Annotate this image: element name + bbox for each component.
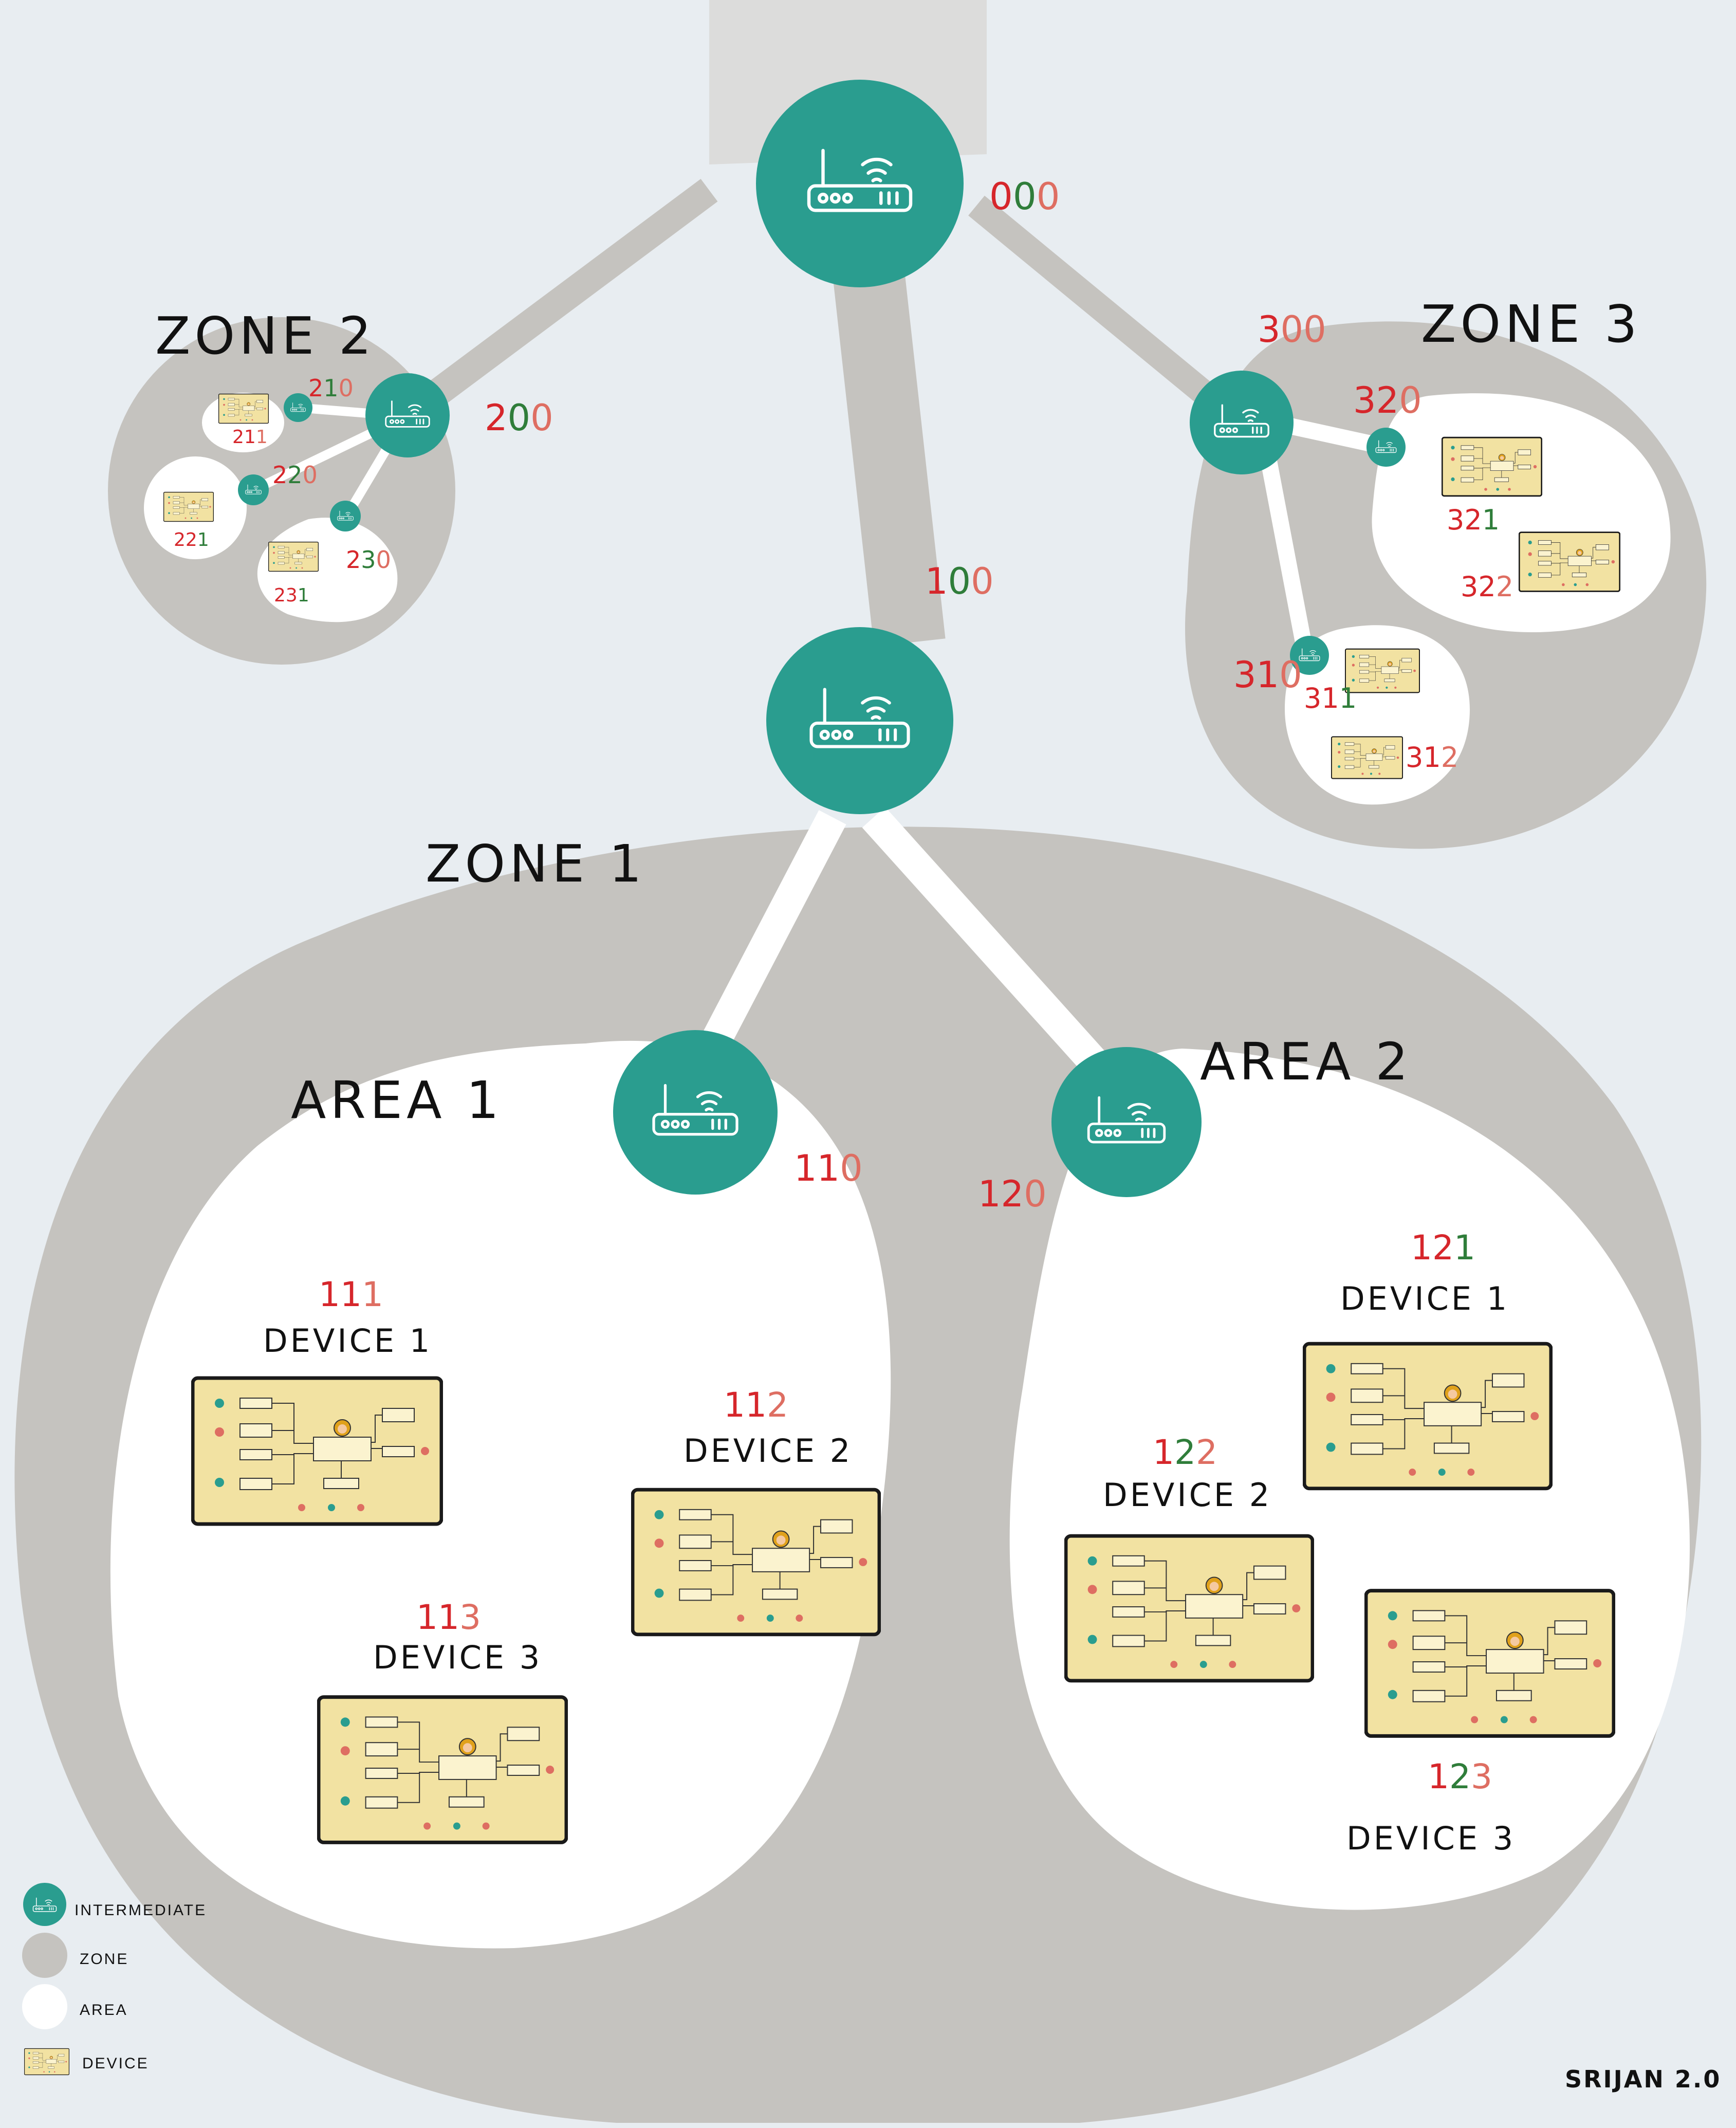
device-card-312[interactable] (1331, 736, 1403, 779)
device-label-111: DEVICE 1 (263, 1322, 433, 1360)
device-card-322[interactable] (1519, 531, 1620, 593)
code-230: 230 (346, 546, 391, 574)
legend-swatch-zone (22, 1933, 67, 1978)
zone1-label: ZONE 1 (426, 834, 646, 894)
legend-label-area: AREA (80, 2002, 128, 2019)
legend-swatch-intermediate (23, 1883, 66, 1926)
code-121: 121 (1411, 1228, 1475, 1268)
code-zone3-link: 300 (1258, 308, 1326, 351)
router-zone2-area-210[interactable] (284, 393, 312, 422)
code-112: 112 (724, 1385, 788, 1425)
device-card-111[interactable] (193, 1378, 441, 1524)
device-label-112: DEVICE 2 (684, 1432, 853, 1470)
code-311: 311 (1304, 682, 1357, 714)
router-zone1[interactable] (766, 627, 953, 814)
router-zone2-area-220[interactable] (238, 474, 269, 505)
device-card-122[interactable] (1066, 1536, 1313, 1681)
code-231: 231 (274, 585, 309, 606)
device-card-321[interactable] (1442, 436, 1542, 497)
device-label-113: DEVICE 3 (373, 1639, 543, 1676)
router-root[interactable] (756, 80, 964, 287)
area1-label: AREA 1 (291, 1070, 503, 1130)
code-113: 113 (416, 1598, 481, 1637)
zone3-label: ZONE 3 (1421, 294, 1641, 354)
router-zone3[interactable] (1190, 371, 1294, 474)
router-zone2[interactable] (365, 373, 450, 457)
code-zone2-link: 200 (485, 397, 553, 439)
code-322: 322 (1461, 571, 1514, 603)
code-310: 310 (1233, 654, 1302, 696)
code-320: 320 (1353, 379, 1422, 421)
code-root: 000 (989, 175, 1060, 218)
device-card-123[interactable] (1366, 1591, 1614, 1736)
router-zone3-area-310[interactable] (1290, 636, 1329, 675)
code-111: 111 (319, 1275, 383, 1314)
device-card-112[interactable] (633, 1490, 879, 1635)
legend-label-device: DEVICE (82, 2055, 149, 2072)
code-zone1-link: 100 (925, 560, 994, 602)
device-card-211[interactable] (218, 393, 269, 424)
area1-blob (110, 1040, 891, 1949)
device-card-221[interactable] (163, 491, 214, 522)
router-zone3-area-320[interactable] (1366, 428, 1406, 467)
code-area2: 120 (978, 1173, 1047, 1215)
legend-label-intermediate: INTERMEDIATE (75, 1902, 207, 1919)
code-312: 312 (1406, 741, 1459, 774)
legend-swatch-device (24, 2048, 69, 2076)
code-123: 123 (1428, 1757, 1492, 1796)
code-321: 321 (1447, 504, 1500, 536)
router-area1[interactable] (613, 1030, 778, 1195)
router-area2[interactable] (1051, 1047, 1202, 1197)
device-card-113[interactable] (319, 1697, 566, 1843)
router-zone2-area-230[interactable] (330, 501, 361, 531)
area2-label: AREA 2 (1200, 1032, 1412, 1092)
device-label-121: DEVICE 1 (1340, 1280, 1510, 1317)
code-220: 220 (272, 461, 318, 489)
device-label-123: DEVICE 3 (1346, 1820, 1516, 1857)
device-label-122: DEVICE 2 (1103, 1476, 1272, 1514)
legend-label-zone: ZONE (80, 1951, 129, 1968)
legend-swatch-area (22, 1984, 67, 2029)
code-122: 122 (1153, 1433, 1217, 1472)
code-221: 221 (174, 529, 209, 551)
code-210: 210 (308, 374, 354, 402)
code-area1: 110 (794, 1147, 863, 1189)
brand-label: SRIJAN 2.0 (1565, 2065, 1722, 2093)
code-211: 211 (232, 427, 268, 448)
device-card-231[interactable] (268, 541, 319, 572)
device-card-121[interactable] (1304, 1344, 1551, 1489)
zone2-label: ZONE 2 (155, 306, 376, 366)
